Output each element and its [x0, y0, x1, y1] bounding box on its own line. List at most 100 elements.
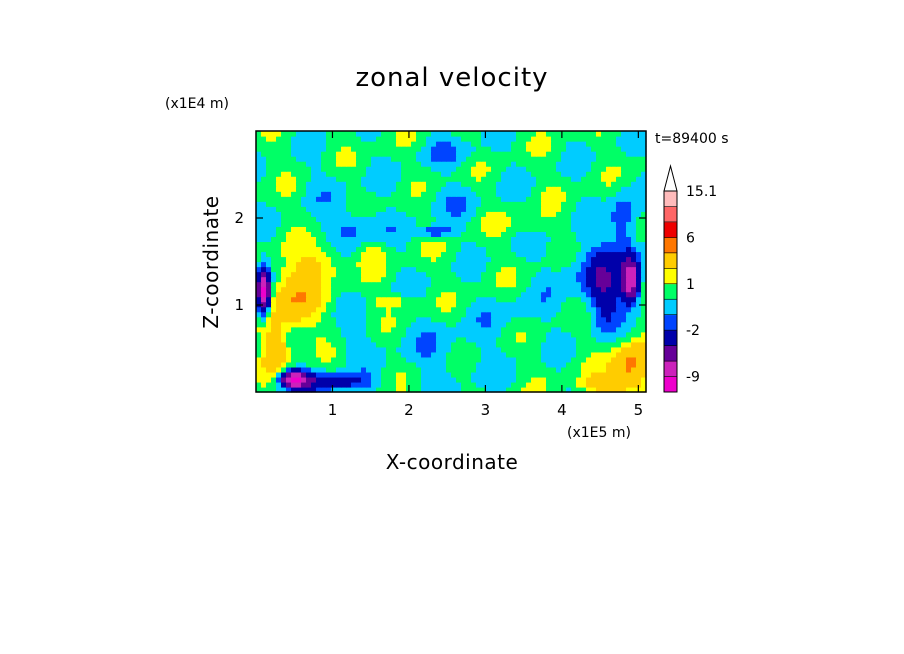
heatmap-cell: [566, 291, 572, 298]
heatmap-cell: [636, 186, 642, 192]
heatmap-cell: [411, 311, 417, 318]
heatmap-cell: [636, 296, 642, 303]
heatmap-cell: [296, 206, 302, 212]
heatmap-cell: [366, 151, 372, 157]
heatmap-cell: [566, 301, 572, 308]
heatmap-cell: [626, 291, 632, 298]
heatmap-cell: [511, 321, 517, 328]
heatmap-cell: [596, 296, 602, 303]
heatmap-cell: [521, 161, 527, 167]
heatmap-cell: [331, 161, 337, 167]
heatmap-cell: [306, 266, 312, 273]
heatmap-cell: [461, 321, 467, 328]
heatmap-cell: [321, 196, 327, 202]
heatmap-cell: [406, 141, 412, 147]
heatmap-cell: [536, 151, 542, 157]
heatmap-cell: [546, 296, 552, 303]
heatmap-cell: [551, 231, 557, 237]
heatmap-cell: [416, 136, 422, 142]
heatmap-cell: [401, 351, 407, 358]
heatmap-cell: [471, 361, 477, 368]
heatmap-cell: [596, 371, 602, 378]
heatmap-cell: [476, 216, 482, 222]
heatmap-cell: [356, 271, 362, 278]
heatmap-cell: [586, 166, 592, 172]
heatmap-cell: [541, 276, 547, 283]
heatmap-cell: [356, 161, 362, 167]
heatmap-cell: [396, 251, 402, 258]
heatmap-cell: [261, 236, 267, 243]
heatmap-cell: [641, 156, 647, 162]
heatmap-cell: [301, 336, 307, 343]
heatmap-cell: [356, 171, 362, 177]
heatmap-cell: [526, 176, 532, 182]
heatmap-cell: [596, 346, 602, 353]
heatmap-cell: [561, 386, 567, 393]
heatmap-cell: [276, 156, 282, 162]
heatmap-cell: [311, 171, 317, 177]
heatmap-cell: [436, 251, 442, 258]
heatmap-cell: [591, 271, 597, 278]
heatmap-cell: [431, 166, 437, 172]
heatmap-cell: [331, 151, 337, 157]
heatmap-cell: [376, 141, 382, 147]
heatmap-cell: [326, 241, 332, 248]
heatmap-cell: [556, 251, 562, 258]
heatmap-cell: [441, 246, 447, 253]
heatmap-cell: [291, 321, 297, 328]
heatmap-cell: [426, 296, 432, 303]
heatmap-cell: [286, 161, 292, 167]
heatmap-cell: [476, 306, 482, 313]
heatmap-cell: [261, 221, 267, 227]
heatmap-cell: [441, 266, 447, 273]
heatmap-cell: [591, 191, 597, 197]
heatmap-cell: [611, 376, 617, 383]
heatmap-cell: [621, 371, 627, 378]
heatmap-cell: [311, 211, 317, 217]
heatmap-cell: [391, 301, 397, 308]
heatmap-cell: [461, 166, 467, 172]
heatmap-cell: [326, 236, 332, 243]
heatmap-cell: [491, 166, 497, 172]
heatmap-cell: [546, 306, 552, 313]
heatmap-cell: [416, 171, 422, 177]
heatmap-cell: [256, 251, 262, 258]
heatmap-cell: [536, 181, 542, 187]
heatmap-cell: [611, 316, 617, 323]
heatmap-cell: [566, 371, 572, 378]
heatmap-cell: [456, 256, 462, 263]
heatmap-cell: [281, 181, 287, 187]
heatmap-cell: [526, 181, 532, 187]
heatmap-cell: [291, 201, 297, 207]
heatmap-cell: [591, 206, 597, 212]
heatmap-cell: [381, 186, 387, 192]
heatmap-cell: [431, 381, 437, 388]
heatmap-cell: [441, 196, 447, 202]
heatmap-cell: [326, 366, 332, 373]
heatmap-cell: [606, 146, 612, 152]
heatmap-cell: [476, 196, 482, 202]
heatmap-cell: [471, 351, 477, 358]
heatmap-cell: [616, 381, 622, 388]
heatmap-cell: [406, 226, 412, 232]
heatmap-cell: [456, 296, 462, 303]
heatmap-cell: [596, 221, 602, 227]
heatmap-cell: [511, 361, 517, 368]
heatmap-cell: [606, 241, 612, 248]
heatmap-cell: [531, 316, 537, 323]
heatmap-cell: [571, 146, 577, 152]
heatmap-cell: [491, 311, 497, 318]
y-tick-label: 1: [234, 296, 244, 314]
heatmap-cell: [531, 236, 537, 243]
heatmap-cell: [561, 266, 567, 273]
heatmap-cell: [291, 206, 297, 212]
heatmap-cell: [596, 241, 602, 248]
heatmap-cell: [516, 331, 522, 338]
heatmap-cell: [491, 266, 497, 273]
heatmap-cell: [281, 211, 287, 217]
heatmap-cell: [311, 271, 317, 278]
heatmap-cell: [616, 251, 622, 258]
heatmap-cell: [326, 331, 332, 338]
heatmap-cell: [566, 136, 572, 142]
heatmap-cell: [326, 316, 332, 323]
